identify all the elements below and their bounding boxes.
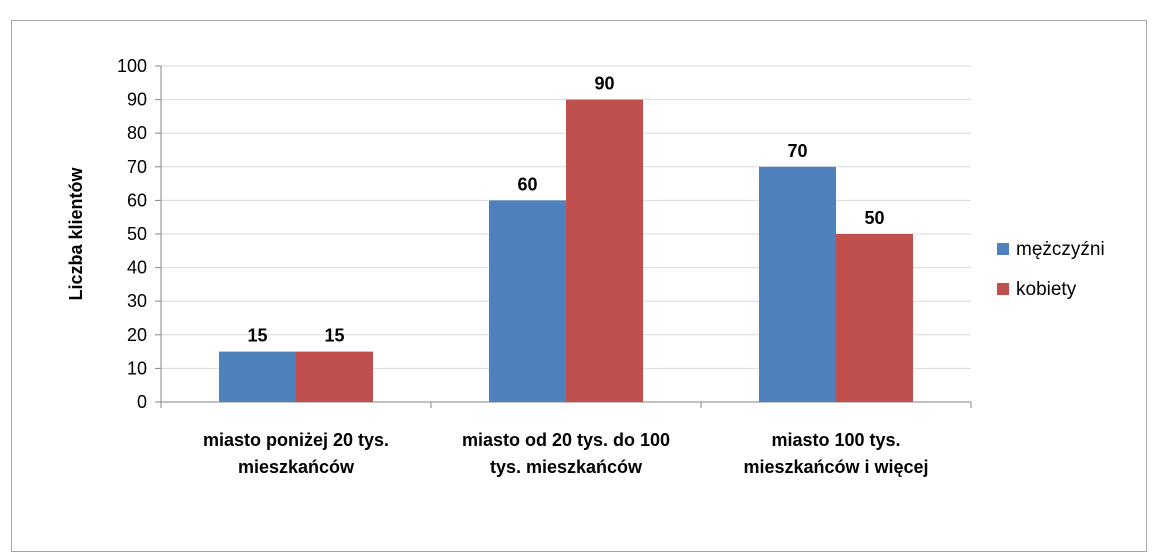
y-tick-label: 80 <box>127 123 147 143</box>
y-tick-label: 60 <box>127 190 147 210</box>
bar-women-0 <box>296 351 373 402</box>
x-category-label: mieszkańców <box>238 457 355 477</box>
x-category-label: tys. mieszkańców <box>490 457 643 477</box>
data-label: 70 <box>787 141 807 161</box>
y-tick-label: 0 <box>137 392 147 412</box>
legend-swatch <box>997 283 1009 295</box>
y-axis-title: Liczba klientów <box>66 166 86 300</box>
y-tick-label: 50 <box>127 224 147 244</box>
y-tick-label: 10 <box>127 358 147 378</box>
y-tick-label: 90 <box>127 90 147 110</box>
bar-women-1 <box>566 99 643 402</box>
legend-swatch <box>997 243 1009 255</box>
bar-men-0 <box>219 351 296 402</box>
data-label: 15 <box>247 326 267 346</box>
data-label: 90 <box>594 74 614 94</box>
legend-label: mężczyźni <box>1016 239 1105 260</box>
x-category-label: mieszkańców i więcej <box>743 457 928 477</box>
bar-men-2 <box>759 166 836 402</box>
y-tick-label: 40 <box>127 258 147 278</box>
x-category-label: miasto poniżej 20 tys. <box>203 430 389 450</box>
y-tick-label: 30 <box>127 291 147 311</box>
data-label: 60 <box>517 174 537 194</box>
y-tick-label: 100 <box>117 56 147 76</box>
data-label: 50 <box>864 208 884 228</box>
x-category-label: miasto 100 tys. <box>771 430 900 450</box>
bar-men-1 <box>489 200 566 402</box>
bar-women-2 <box>836 234 913 402</box>
y-tick-label: 20 <box>127 325 147 345</box>
y-tick-label: 70 <box>127 157 147 177</box>
data-label: 15 <box>324 326 344 346</box>
x-category-label: miasto od 20 tys. do 100 <box>462 430 670 450</box>
legend-label: kobiety <box>1016 279 1077 300</box>
